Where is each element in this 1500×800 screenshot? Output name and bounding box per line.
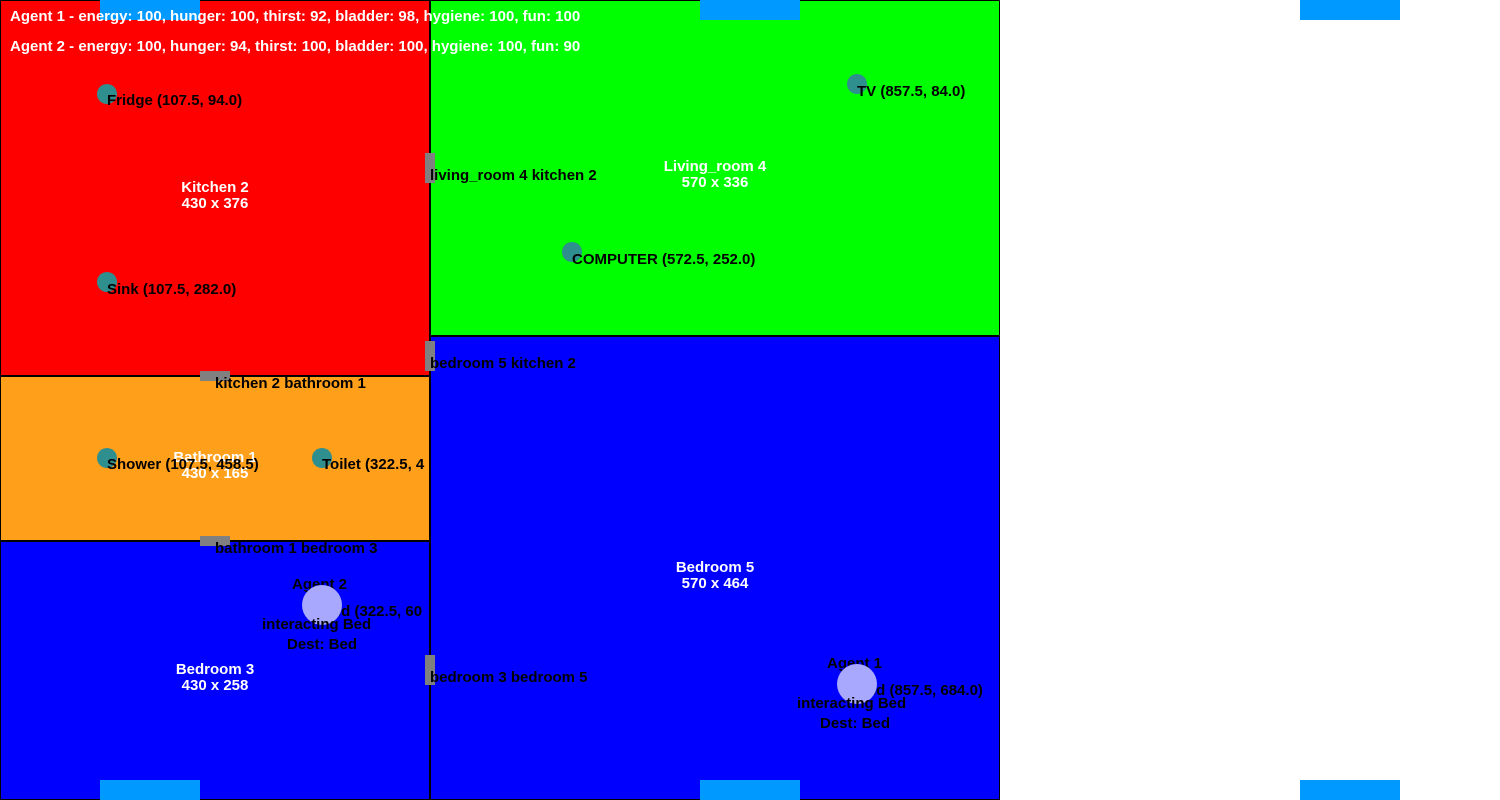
room-size: 430 x 258 — [181, 677, 249, 694]
agent-1-state: interacting Bed — [797, 695, 907, 712]
window-bedroom5-bottom — [700, 780, 800, 800]
agent-2-dest: Dest: Bed — [287, 636, 358, 653]
room-name: Kitchen 2 — [181, 179, 249, 196]
room-label-bedroom-5: Bedroom 5 570 x 464 — [676, 560, 754, 592]
door-label-bathroom-bedroom3: bathroom 1 bedroom 3 — [215, 540, 378, 557]
door-bathroom-bedroom3[interactable] — [200, 536, 230, 546]
door-label-living-kitchen: living_room 4 kitchen 2 — [430, 167, 597, 184]
door-bedroom5-kitchen[interactable] — [425, 341, 435, 371]
window-right-top — [1300, 0, 1400, 20]
agent-2-avatar[interactable] — [302, 585, 342, 625]
room-label-bathroom: Bathroom 1 430 x 165 — [173, 450, 256, 482]
door-kitchen-bathroom[interactable] — [200, 371, 230, 381]
sink-marker[interactable] — [97, 272, 117, 292]
room-label-bedroom-3: Bedroom 3 430 x 258 — [176, 662, 254, 694]
room-bedroom-5 — [430, 336, 1000, 800]
room-size: 570 x 336 — [681, 174, 749, 191]
room-name: Bedroom 3 — [175, 661, 255, 678]
agent-2-state: interacting Bed — [262, 616, 372, 633]
toilet-marker[interactable] — [312, 448, 332, 468]
room-bedroom-3 — [0, 541, 430, 800]
agent-1-avatar[interactable] — [837, 664, 877, 704]
agent-2-status: Agent 2 - energy: 100, hunger: 94, thirs… — [10, 38, 581, 55]
room-label-kitchen: Kitchen 2 430 x 376 — [181, 180, 249, 212]
window-right-bottom — [1300, 780, 1400, 800]
window-living-top — [700, 0, 800, 20]
room-name: Living_room 4 — [663, 158, 767, 175]
door-living-kitchen[interactable] — [425, 153, 435, 183]
fridge-label: Fridge (107.5, 94.0) — [107, 92, 243, 109]
sink-label: Sink (107.5, 282.0) — [107, 281, 237, 298]
room-size: 570 x 464 — [681, 575, 749, 592]
toilet-label: Toilet (322.5, 4 — [322, 456, 425, 473]
door-label-bedroom5-kitchen: bedroom 5 kitchen 2 — [430, 355, 576, 372]
fridge-marker[interactable] — [97, 84, 117, 104]
room-label-living-room: Living_room 4 570 x 336 — [664, 159, 767, 191]
bed-bedroom5-label: Bed (857.5, 684.0) — [857, 682, 983, 699]
tv-marker[interactable] — [847, 74, 867, 94]
agent-1-dest: Dest: Bed — [820, 715, 891, 732]
window-bedroom3-bottom — [100, 780, 200, 800]
bed-bedroom3-label: Bed (322.5, 60 — [322, 603, 423, 620]
room-size: 430 x 165 — [181, 465, 249, 482]
door-label-bedroom3-bedroom5: bedroom 3 bedroom 5 — [430, 669, 588, 686]
door-bedroom3-bedroom5[interactable] — [425, 655, 435, 685]
room-name: Bedroom 5 — [675, 559, 755, 576]
room-name: Bathroom 1 — [173, 449, 257, 466]
door-label-kitchen-bathroom: kitchen 2 bathroom 1 — [215, 375, 366, 392]
shower-label: Shower (107.5, 458.5) — [107, 456, 259, 473]
agent-1-status: Agent 1 - energy: 100, hunger: 100, thir… — [10, 8, 581, 25]
room-size: 430 x 376 — [181, 195, 249, 212]
window-kitchen-top — [100, 0, 200, 20]
computer-label: COMPUTER (572.5, 252.0) — [572, 251, 756, 268]
computer-marker[interactable] — [562, 242, 582, 262]
room-living-room — [430, 0, 1000, 336]
shower-marker[interactable] — [97, 448, 117, 468]
room-kitchen — [0, 0, 430, 376]
tv-label: TV (857.5, 84.0) — [857, 83, 966, 100]
